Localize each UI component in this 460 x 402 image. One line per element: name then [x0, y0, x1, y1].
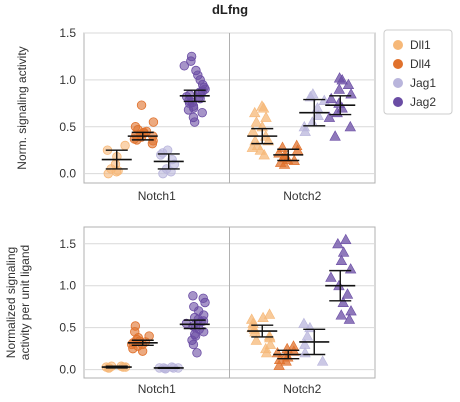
chart-title: dLfng	[212, 2, 248, 17]
legend-box	[383, 29, 453, 115]
data-point	[344, 263, 357, 274]
data-point	[249, 106, 261, 118]
data-point	[335, 309, 347, 320]
data-point	[271, 347, 284, 358]
y-tick-label: 0.0	[59, 363, 76, 377]
data-point	[329, 130, 341, 141]
data-point	[301, 330, 314, 341]
data-point	[250, 334, 263, 345]
data-point	[246, 313, 258, 324]
legend-label: Dll4	[410, 57, 431, 71]
legend-marker	[393, 59, 403, 69]
x-tick-label: Notch2	[283, 382, 321, 396]
data-point	[192, 348, 202, 358]
data-point	[337, 246, 350, 257]
legend: Dll1 Dll4 Jag1 Jag2	[383, 29, 453, 115]
data-point	[287, 340, 300, 351]
data-point	[343, 313, 356, 324]
data-point	[247, 125, 259, 136]
x-tick-label: Notch1	[138, 189, 176, 203]
data-point	[299, 338, 311, 349]
data-point	[130, 321, 141, 331]
data-point	[333, 72, 346, 83]
data-point	[341, 288, 354, 299]
data-point	[290, 139, 303, 150]
data-point	[298, 317, 310, 328]
data-point	[130, 122, 141, 132]
data-point	[260, 111, 272, 122]
legend-label: Dll1	[410, 38, 431, 52]
data-point	[307, 88, 319, 99]
y-tick-label: 1.0	[59, 73, 76, 87]
data-point	[191, 65, 201, 76]
data-point	[197, 107, 207, 118]
data-point	[344, 120, 357, 132]
data-point	[148, 117, 159, 127]
legend-marker	[393, 40, 403, 50]
data-point	[345, 88, 357, 99]
data-point	[325, 92, 337, 104]
data-point	[120, 140, 130, 151]
data-point	[183, 105, 194, 115]
y-tick-label: 0.5	[59, 120, 76, 134]
data-point	[299, 347, 311, 358]
data-point	[250, 116, 263, 127]
y-tick-label: 0.5	[59, 321, 76, 335]
legend-marker	[393, 97, 403, 107]
data-point	[335, 254, 348, 266]
data-point	[325, 271, 337, 282]
x-tick-label: Notch2	[283, 189, 321, 203]
data-point	[316, 355, 329, 366]
data-point	[337, 296, 349, 307]
data-point	[312, 109, 324, 120]
data-point	[136, 100, 147, 110]
data-point	[188, 291, 198, 301]
data-point	[276, 141, 289, 152]
data-point	[181, 318, 192, 329]
data-point	[246, 141, 259, 152]
data-point	[127, 339, 137, 350]
data-point	[256, 100, 268, 111]
data-point	[332, 237, 344, 249]
data-point	[110, 159, 121, 169]
y-axis-label: Normalized signalingactivity per unit li…	[4, 245, 32, 360]
data-point	[189, 301, 199, 312]
legend-marker	[393, 78, 403, 88]
data-point	[345, 305, 357, 316]
y-tick-label: 0.0	[59, 167, 76, 181]
y-axis-label: Norm. signaling activity	[15, 46, 29, 169]
x-tick-label: Notch1	[138, 382, 176, 396]
data-point	[186, 51, 197, 62]
y-tick-label: 1.0	[59, 279, 76, 293]
data-point	[162, 145, 173, 155]
y-tick-label: 1.5	[59, 237, 76, 251]
data-point	[333, 83, 345, 94]
bottom-panel: 0.0 0.5 1.0 1.5 Notch1 Notch2 Normalized signa…	[4, 226, 376, 396]
data-point	[198, 293, 208, 304]
data-point	[179, 61, 189, 71]
data-point	[340, 233, 352, 245]
top-panel: 0.0 0.5 1.0 1.5 Notch1 Notch2 Norm. signaling …	[15, 26, 376, 203]
data-point	[263, 308, 276, 319]
data-point	[264, 338, 277, 349]
y-tick-label: 1.5	[59, 26, 76, 40]
data-point	[188, 112, 199, 123]
legend-label: Jag2	[410, 95, 436, 109]
legend-label: Jag1	[410, 76, 436, 90]
